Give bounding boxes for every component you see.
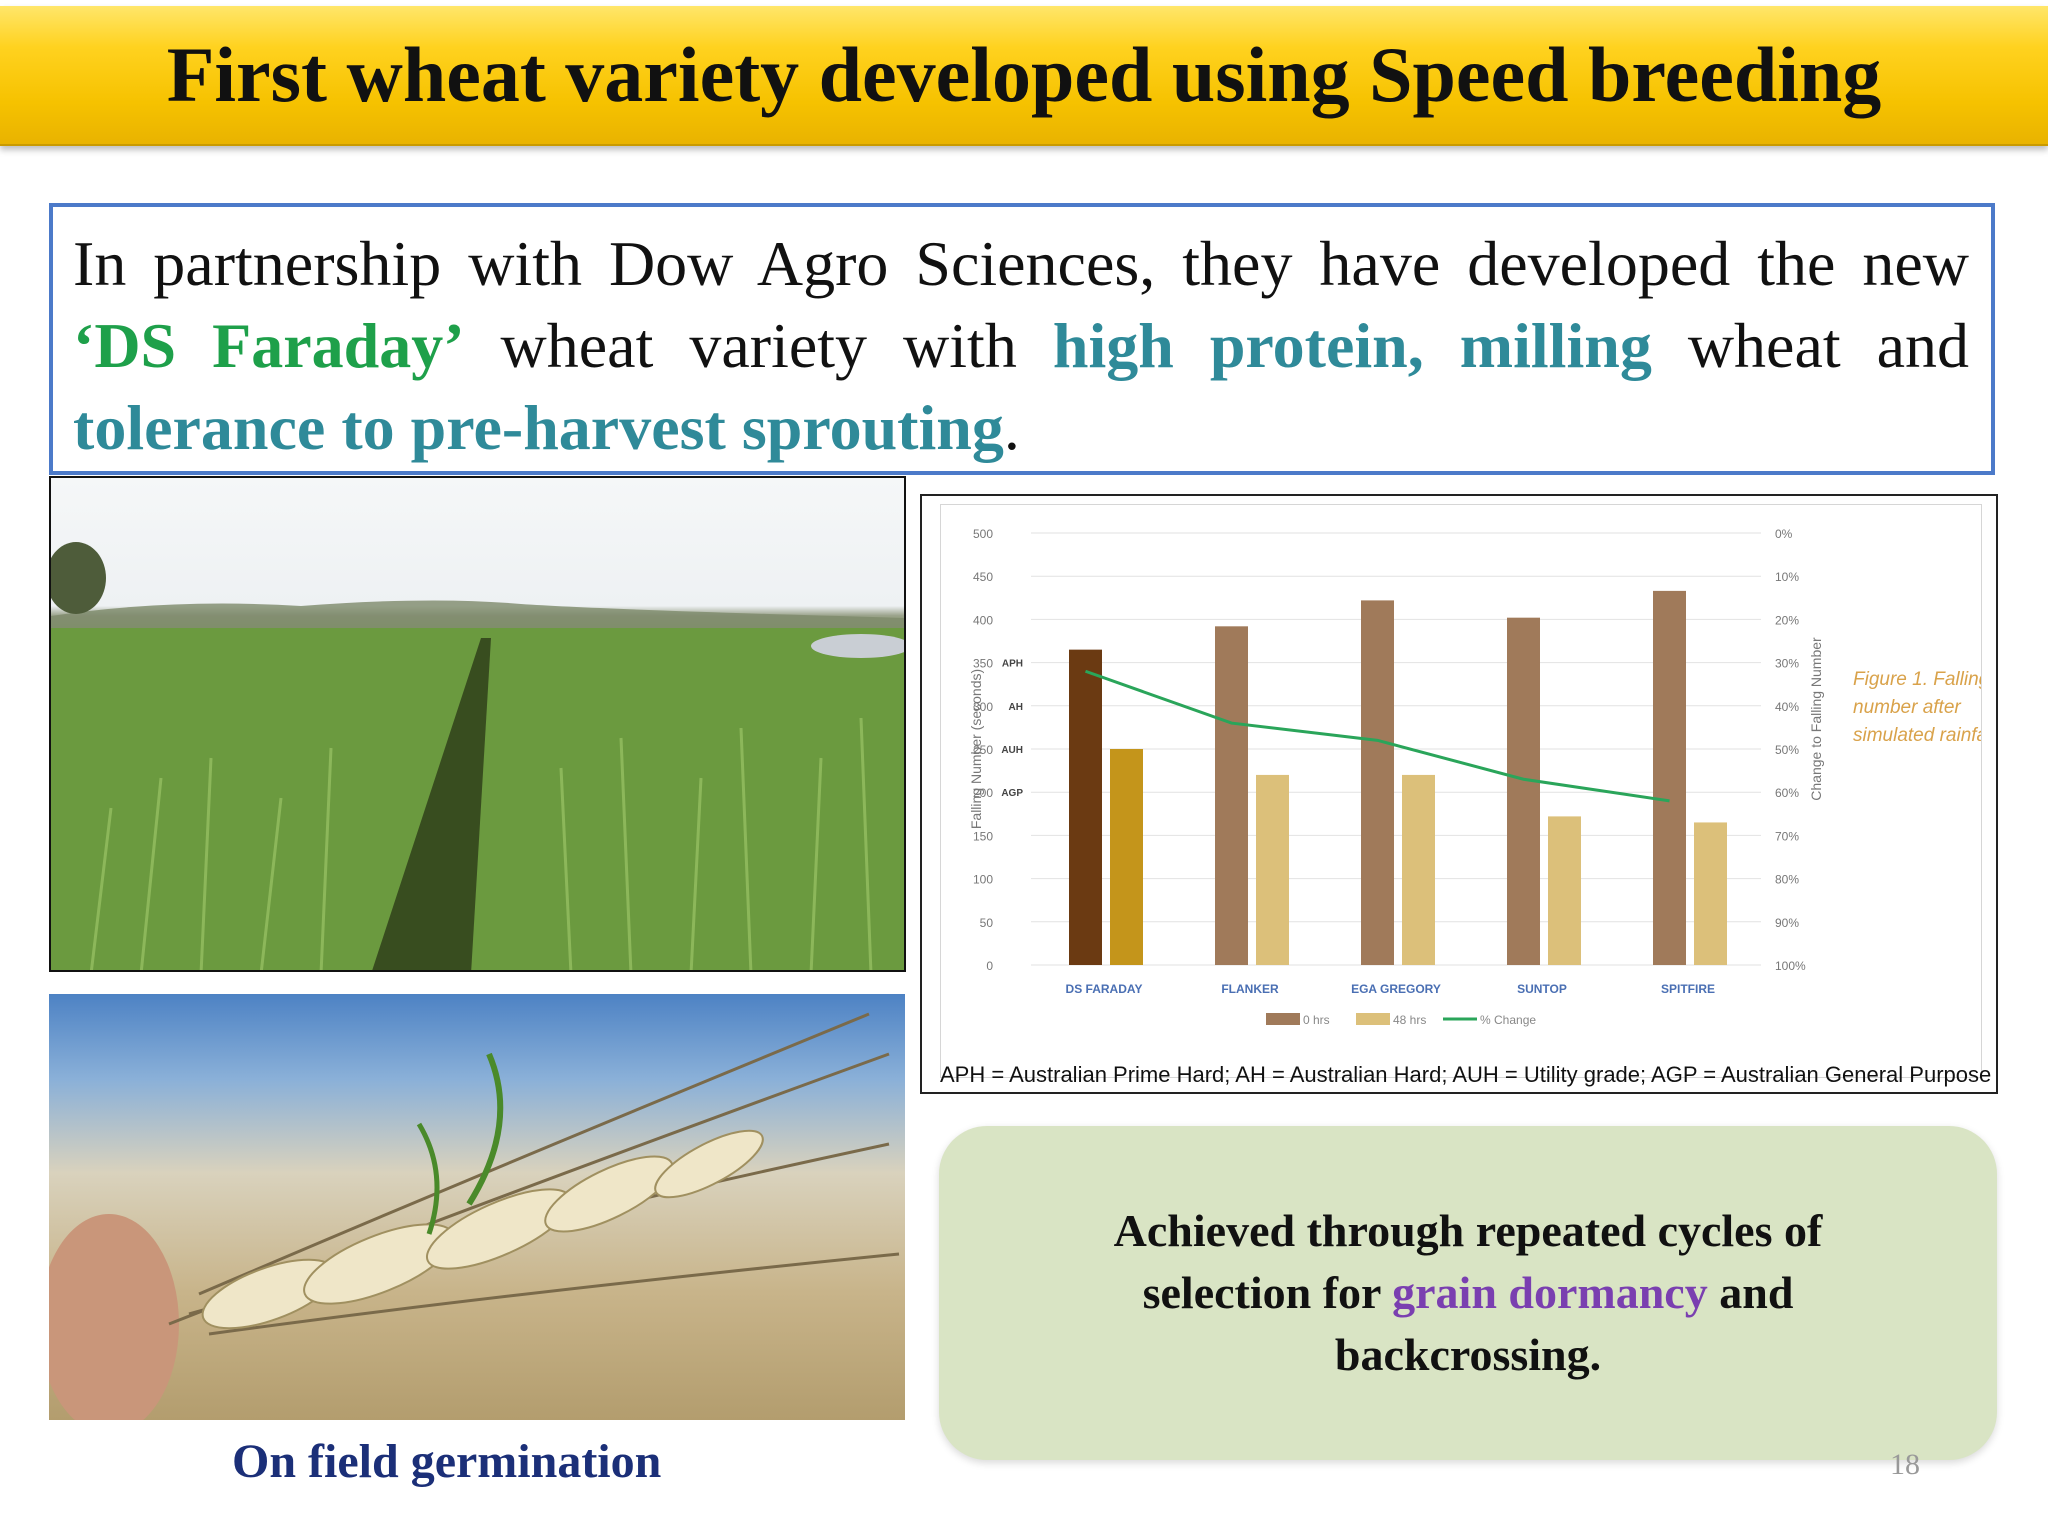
- photo-caption: On field germination: [232, 1435, 662, 1488]
- variety-name: ‘DS Faraday’: [73, 310, 465, 381]
- callout-line-2a: selection for: [1142, 1267, 1393, 1318]
- trait-milling: milling: [1459, 310, 1652, 381]
- intro-box: In partnership with Dow Agro Sciences, t…: [49, 203, 1995, 475]
- bar-48hrs: [1256, 774, 1289, 965]
- legend-swatch-0hrs: [1266, 1013, 1300, 1025]
- legend-label-48hrs: 48 hrs: [1393, 1013, 1426, 1027]
- trait-comma: ,: [1407, 310, 1460, 381]
- bar-0hrs: [1653, 590, 1686, 965]
- wheat-field-illustration: [51, 542, 904, 970]
- y-tick-label: 400: [973, 613, 993, 627]
- figure-caption-line: number after: [1853, 697, 1961, 718]
- y-tick-label: 0: [986, 959, 993, 973]
- intro-part3: wheat and: [1651, 310, 1970, 381]
- callout-line-2: selection for grain dormancy and: [1114, 1262, 1823, 1324]
- callout-line-2c: and: [1707, 1267, 1794, 1318]
- callout-line-1: Achieved through repeated cycles of: [1113, 1205, 1823, 1256]
- chart-area: 0 50 100 150 200 250 300 350 400 450 500 100% 90% 80%…: [940, 504, 1996, 1078]
- chart-frame: 0 50 100 150 200 250 300 350 400 450 500 100% 90% 80%…: [920, 494, 1998, 1094]
- y2-tick-label: 40%: [1775, 700, 1799, 714]
- y-tick-label: 450: [973, 570, 993, 584]
- x-tick-label: DS FARADAY: [1066, 982, 1143, 996]
- legend-label-0hrs: 0 hrs: [1303, 1013, 1330, 1027]
- sprouting-spike-illustration: [49, 1012, 900, 1420]
- y2-tick-label: 10%: [1775, 570, 1799, 584]
- bar-48hrs: [1548, 816, 1581, 965]
- y2-tick-label: 0%: [1775, 527, 1793, 541]
- grade-label: AH: [1009, 702, 1023, 713]
- trait-sprouting-tolerance: tolerance to pre-harvest sprouting: [73, 392, 1004, 463]
- bar-0hrs: [1507, 617, 1540, 965]
- trait-high-protein: high protein: [1052, 310, 1408, 381]
- y2-tick-label: 100%: [1775, 959, 1806, 973]
- y2-tick-label: 30%: [1775, 657, 1799, 671]
- title-bar: First wheat variety developed using Spee…: [0, 6, 2048, 146]
- grade-label: APH: [1002, 659, 1023, 670]
- grade-label: AGP: [1001, 788, 1023, 799]
- y-tick-label: 500: [973, 527, 993, 541]
- intro-part1: In partnership with Dow Agro Sciences, t…: [73, 228, 1969, 299]
- y-tick-label: 250: [973, 743, 993, 757]
- callout-line-3: backcrossing.: [1334, 1329, 1602, 1380]
- y2-tick-label: 60%: [1775, 786, 1799, 800]
- y2-tick-label: 80%: [1775, 873, 1799, 887]
- y2-tick-label: 50%: [1775, 743, 1799, 757]
- figure-caption-line: simulated rainfall: [1853, 725, 1981, 746]
- x-tick-label: FLANKER: [1221, 982, 1279, 996]
- y-axis-title: Falling Number (seconds): [968, 669, 984, 829]
- y2-tick-label: 70%: [1775, 829, 1799, 843]
- bar-0hrs: [1069, 649, 1102, 965]
- y-tick-label: 200: [973, 786, 993, 800]
- legend-label-pct: % Change: [1480, 1013, 1536, 1027]
- wheat-field-photo: [49, 476, 906, 972]
- grade-label: AUH: [1001, 745, 1023, 756]
- page-title: First wheat variety developed using Spee…: [166, 31, 1882, 118]
- bar-48hrs: [1402, 774, 1435, 965]
- callout-text: Achieved through repeated cycles of sele…: [1114, 1200, 1823, 1386]
- intro-part2: wheat variety with: [464, 310, 1053, 381]
- falling-number-chart: 0 50 100 150 200 250 300 350 400 450 500 100% 90% 80%…: [968, 527, 1996, 1027]
- x-tick-label: EGA GREGORY: [1351, 982, 1441, 996]
- chart-footnote: APH = Australian Prime Hard; AH = Austra…: [940, 1062, 1992, 1087]
- bar-0hrs: [1215, 626, 1248, 965]
- y-tick-label: 300: [973, 700, 993, 714]
- y-tick-label: 350: [973, 657, 993, 671]
- series-line-pct-change: [1084, 669, 1670, 803]
- y-tick-label: 150: [973, 829, 993, 843]
- y2-tick-label: 90%: [1775, 916, 1799, 930]
- figure-caption-line: Figure 1. Falling: [1853, 669, 1981, 690]
- legend-swatch-48hrs: [1356, 1013, 1390, 1025]
- y2-tick-label: 20%: [1775, 613, 1799, 627]
- bar-48hrs: [1110, 749, 1143, 965]
- sprouting-spike-photo: [49, 994, 905, 1420]
- callout-box: Achieved through repeated cycles of sele…: [939, 1126, 1997, 1460]
- y2-axis-title: Change to Falling Number: [1808, 637, 1824, 801]
- x-tick-label: SPITFIRE: [1661, 982, 1715, 996]
- page-number: 18: [1890, 1448, 1920, 1481]
- bar-48hrs: [1694, 822, 1727, 965]
- intro-end: .: [1003, 392, 1020, 463]
- bar-0hrs: [1361, 600, 1394, 965]
- x-tick-label: SUNTOP: [1517, 982, 1567, 996]
- intro-text: In partnership with Dow Agro Sciences, t…: [73, 223, 1969, 469]
- y-tick-label: 50: [980, 916, 994, 930]
- y-tick-label: 100: [973, 873, 993, 887]
- grain-dormancy-highlight: grain dormancy: [1392, 1267, 1708, 1318]
